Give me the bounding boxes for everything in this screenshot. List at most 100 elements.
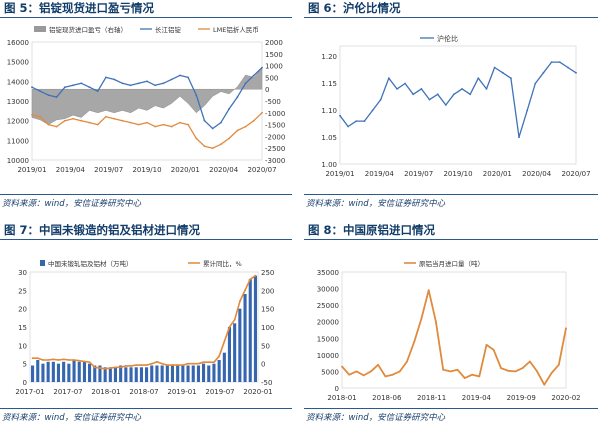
series-ratio-line-point	[339, 114, 341, 117]
series-lme-line-point	[203, 145, 206, 148]
y-tick-label: 30000	[317, 286, 339, 294]
legend-label: 长江铝锭	[155, 25, 182, 34]
import-bar	[217, 360, 221, 382]
series-changjiang-line-point	[211, 127, 214, 130]
source-rule	[0, 194, 292, 195]
series-ratio-line-point	[412, 93, 415, 96]
y-tick-label: 10	[18, 342, 27, 350]
import-bar	[227, 327, 231, 382]
series-ratio-line-point	[387, 77, 390, 80]
series-yoy-line-point	[104, 367, 106, 370]
import-bar	[108, 367, 112, 382]
import-bar	[82, 361, 86, 382]
y-tick-label: -500	[265, 98, 281, 106]
series-changjiang-line-point	[88, 86, 91, 89]
series-changjiang-line-point	[55, 96, 58, 98]
x-tick-label: 2019/04	[365, 170, 395, 178]
series-lme-line-point	[146, 121, 148, 124]
series-yoy-line-point	[119, 366, 122, 369]
series-yoy-line-point	[68, 359, 70, 361]
series-import-line-point	[384, 375, 387, 378]
series-lme-line-point	[252, 119, 255, 122]
import-bar	[145, 367, 149, 382]
panel-title: 图 8：中国原铝进口情况	[308, 223, 436, 237]
series-lme-line-point	[88, 121, 91, 124]
panel-title: 图 6：沪伦比情况	[308, 1, 401, 15]
import-bar	[46, 361, 50, 382]
series-changjiang-line-point	[162, 82, 165, 85]
series-lme-line-point	[39, 115, 42, 118]
y-tick-label: -3000	[265, 157, 285, 165]
import-bar	[155, 365, 159, 382]
series-yoy-line-point	[83, 360, 86, 363]
import-bar	[119, 365, 123, 382]
series-import-line-point	[370, 370, 372, 373]
series-yoy-line-point	[114, 366, 117, 369]
y-tick-label: 12000	[7, 118, 29, 126]
x-tick-label: 2020/01	[171, 166, 200, 174]
import-bar	[191, 365, 195, 382]
series-yoy-line-point	[218, 355, 221, 358]
series-lme-line-point	[187, 123, 190, 126]
import-bar	[207, 365, 211, 382]
import-bar	[31, 365, 35, 382]
legend-label: LME铝折人民币	[213, 25, 259, 34]
series-changjiang-line-point	[121, 82, 124, 85]
import-bar	[51, 361, 55, 382]
series-yoy-line-point	[93, 366, 96, 369]
series-import-line-point	[362, 374, 365, 377]
import-bar	[124, 367, 128, 382]
y-tick-label: -2000	[265, 133, 285, 141]
series-import-line-point	[492, 349, 495, 351]
x-tick-label: 2020/07	[561, 170, 590, 178]
legend-label: 沪伦比	[437, 34, 458, 43]
series-ratio-line-point	[355, 120, 358, 122]
series-ratio-line-point	[436, 93, 439, 96]
series-yoy-line-point	[125, 365, 127, 367]
series-changjiang-line-point	[261, 66, 263, 69]
x-tick-label: 2019-04	[462, 394, 492, 402]
series-changjiang-line-point	[96, 90, 99, 93]
import-bar	[93, 365, 97, 382]
series-import-line-point	[427, 289, 430, 292]
title-rule	[0, 239, 292, 240]
y-tick-label: 10000	[7, 157, 29, 165]
series-ratio-line-point	[428, 98, 431, 101]
import-bar	[56, 363, 60, 382]
series-lme-line-point	[105, 115, 107, 118]
x-tick-label: 2018-07	[129, 388, 158, 396]
series-yoy-line-point	[36, 357, 39, 360]
series-lme-line-point	[170, 125, 173, 128]
x-tick-label: 2019-01	[167, 388, 196, 396]
series-ratio-line-point	[363, 120, 366, 122]
series-ratio-line-point	[477, 77, 480, 80]
series-yoy-line-point	[88, 361, 91, 364]
series-yoy-line-point	[150, 362, 153, 365]
source-text: 资料来源：wind，安信证券研究中心	[306, 413, 446, 423]
x-tick-label: 2018-11	[417, 394, 446, 402]
y-tick-label: -1000	[265, 110, 285, 118]
import-bar	[36, 360, 40, 382]
y-tick-label: 1.10	[321, 107, 337, 115]
series-import-line-point	[500, 367, 502, 369]
series-ratio-line-point	[444, 104, 447, 106]
y-tick-label: -50	[261, 379, 272, 387]
y-tick-label: 25000	[317, 302, 339, 310]
series-import-line-point	[507, 369, 510, 372]
y-tick-label: 250	[261, 269, 274, 277]
series-changjiang-line-point	[80, 82, 83, 85]
x-tick-label: 2019/01	[17, 166, 46, 174]
series-import-line-point	[550, 372, 553, 374]
x-tick-label: 2019/04	[56, 166, 86, 174]
series-changjiang-line-point	[39, 90, 42, 93]
x-tick-label: 2019/07	[404, 170, 433, 178]
x-tick-label: 2019-07	[205, 388, 234, 396]
x-tick-label: 2020/04	[209, 166, 239, 174]
series-lme-line-point	[80, 119, 83, 122]
series-lme-line-point	[55, 125, 58, 128]
series-yoy-line-point	[207, 361, 210, 364]
series-ratio-line-point	[558, 61, 561, 63]
series-lme-line-point	[162, 123, 165, 126]
y-tick-label: 15	[18, 324, 27, 332]
series-ratio-line-point	[575, 71, 577, 74]
